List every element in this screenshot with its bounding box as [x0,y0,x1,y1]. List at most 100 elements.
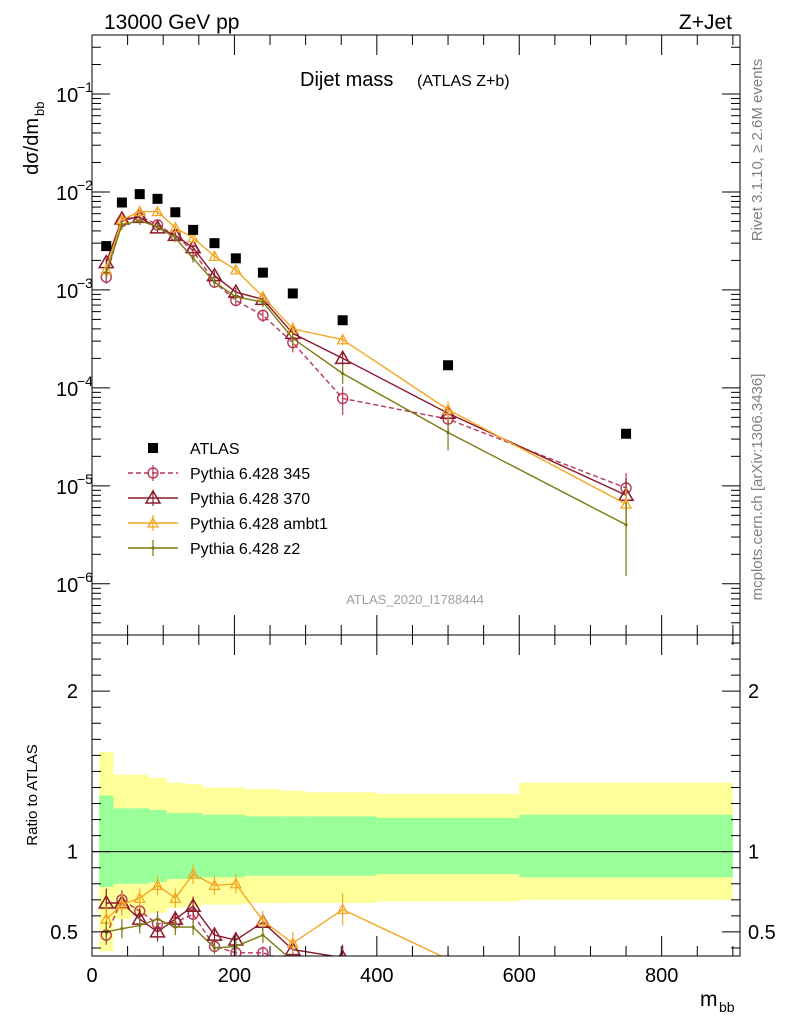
main-point-ambt1 [169,221,182,233]
legend-label-z2: Pythia 6.428 z2 [190,541,300,558]
main-point-z2 [120,223,124,227]
main-y-tick-label: 10 [56,379,78,401]
main-point-atlas [443,360,454,371]
header-process-label: Z+Jet [679,11,732,34]
main-y-tick-label: 10 [56,477,78,499]
main-point-atlas [101,241,112,252]
legend-marker-atlas [148,443,158,453]
x-tick-label: 600 [503,965,536,987]
ratio-point-z2 [212,946,217,950]
main-point-z2 [624,523,628,527]
ratio-point-z2 [138,923,142,928]
legend-entry-p370: Pythia 6.428 370 [128,489,310,508]
legend-entry-z2: Pythia 6.428 z2 [128,540,300,558]
ratio-band-inner [305,816,377,876]
legend-marker-p370 [144,489,162,504]
ratio-point-z2 [191,925,195,929]
ratio-point-ambt1 [151,879,164,891]
ratio-band-inner [519,814,733,878]
legend-label-p345: Pythia 6.428 345 [190,466,310,483]
main-point-p370 [334,349,351,365]
main-point-p345 [257,309,269,322]
ratio-band-inner [99,795,114,887]
main-point-z2 [155,225,160,229]
ratio-line-p370 [106,902,338,956]
main-line-ambt1 [105,210,627,505]
main-title: Dijet mass [300,69,393,91]
ratio-point-z2 [446,977,449,980]
ratio-band-inner [113,808,132,884]
ratio-point-p345 [288,957,298,967]
header-energy-label: 13000 GeV pp [104,11,239,34]
main-point-atlas [287,288,298,299]
ratio-point-p345 [443,962,453,972]
x-tick-label: 200 [218,965,251,987]
main-point-p370 [149,219,166,234]
ratio-band-inner [202,814,228,878]
legend-label-atlas: ATLAS [190,441,240,458]
legend-entry-atlas: ATLAS [148,441,240,458]
main-point-atlas [621,428,632,439]
main-y-axis-label: dσ/dm bb [21,102,47,175]
main-point-ambt1 [187,231,200,243]
legend-label-ambt1: Pythia 6.428 ambt1 [190,516,328,533]
main-y-tick-label: 10 [56,85,78,107]
ratio-band-inner [280,816,306,876]
ratio-band-inner [376,817,520,875]
main-point-atlas [116,197,127,208]
ratio-point-z2 [173,925,177,929]
ratio-point-p345 [257,947,269,956]
main-y-tick-label: 10 [56,281,78,303]
ratio-y-tick-label-right: 0.5 [748,922,776,944]
legend-marker-p345 [147,467,159,479]
ratio-panel: 0.5 0.5 1 1 2 2 0 200 400 600 800 Ratio to ATLAS m… [24,634,776,1015]
legend-entry-p345: Pythia 6.428 345 [128,465,310,483]
main-point-z2 [261,300,265,304]
legend-marker-z2 [151,546,155,550]
main-panel: 10−610−510−410−310−210−1 Dijet mass (ATL… [21,34,741,636]
main-point-atlas [152,193,163,204]
main-point-ambt1 [133,205,146,217]
ratio-point-p370 [149,923,166,938]
ratio-y-tick-label-left: 1 [67,842,78,864]
main-subtitle: (ATLAS Z+b) [417,73,510,90]
main-y-tick-label-exp: −4 [77,373,93,389]
ratio-point-z2 [234,944,238,948]
ratio-point-p345 [338,981,348,991]
ratio-point-ambt1 [208,879,221,891]
main-point-ambt1 [208,250,221,262]
main-point-z2 [191,256,195,260]
x-axis-label: m [700,988,718,1011]
main-y-tick-label-exp: −1 [77,79,93,95]
ratio-point-z2 [155,917,160,921]
main-y-tick-label: 10 [56,183,78,205]
ratio-plot-area [92,752,740,991]
main-line-p370 [105,216,627,496]
main-point-ambt1 [336,333,349,345]
ratio-band-inner [245,816,281,876]
ratio-point-p345 [621,962,631,972]
ratio-axes: 0.5 0.5 1 1 2 2 0 200 400 600 800 [50,634,776,987]
ratio-band-inner [131,808,149,884]
main-line-p345 [105,215,627,489]
main-point-z2 [446,430,450,435]
legend-entry-ambt1: Pythia 6.428 ambt1 [128,515,328,533]
ratio-point-z2 [261,933,265,937]
main-y-axis-label-sub: bb [32,102,47,116]
main-point-atlas [230,253,241,264]
ratio-point-z2 [341,966,344,969]
main-y-axis-label-text: dσ/dm [21,118,43,175]
ratio-y-tick-label-left: 0.5 [50,922,78,944]
main-point-z2 [104,271,108,275]
x-tick-label: 400 [360,965,393,987]
ratio-band-inner [166,813,185,879]
ratio-point-ambt1 [621,977,631,986]
main-y-tick-label-exp: −2 [77,177,93,193]
main-y-tick-label-exp: −5 [77,471,93,487]
main-axes: 10−610−510−410−310−210−1 [56,34,741,636]
ratio-band-inner [148,809,167,883]
ratio-y-tick-label-right: 2 [748,681,759,703]
side-label-mcplots: mcplots.cern.ch [arXiv:1306.3436] [749,374,766,601]
side-label-rivet: Rivet 3.1.10, ≥ 2.6M events [749,59,766,242]
